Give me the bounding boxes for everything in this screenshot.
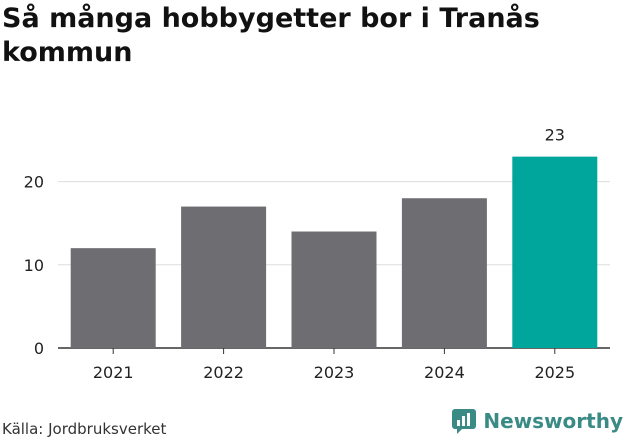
bar-2025 xyxy=(512,156,598,348)
y-tick-label: 20 xyxy=(24,173,44,192)
bar-2022 xyxy=(181,206,267,348)
bar-chart: 0 10 20 2021 2022 2023 2024 2025 23 xyxy=(24,126,610,382)
bar-2023 xyxy=(291,231,377,348)
x-tick-label: 2024 xyxy=(424,363,465,382)
x-tick-label: 2022 xyxy=(203,363,244,382)
newsworthy-icon xyxy=(452,409,477,434)
y-tick-label: 10 xyxy=(24,256,44,275)
newsworthy-logo: Newsworthy xyxy=(451,408,623,434)
bar-2021 xyxy=(70,248,156,348)
brand-name: Newsworthy xyxy=(483,409,623,433)
bars xyxy=(70,156,598,348)
data-label: 23 xyxy=(545,126,565,145)
bar-2024 xyxy=(401,198,487,348)
x-tick-label: 2023 xyxy=(314,363,355,382)
y-tick-label: 0 xyxy=(34,339,44,358)
x-tick-label: 2025 xyxy=(534,363,575,382)
labels: 0 10 20 2021 2022 2023 2024 2025 23 xyxy=(24,126,576,382)
source-note: Källa: Jordbruksverket xyxy=(2,420,167,438)
chart-title: Så många hobbygetter bor i Tranås kommun xyxy=(2,3,540,68)
x-tick-label: 2021 xyxy=(93,363,134,382)
